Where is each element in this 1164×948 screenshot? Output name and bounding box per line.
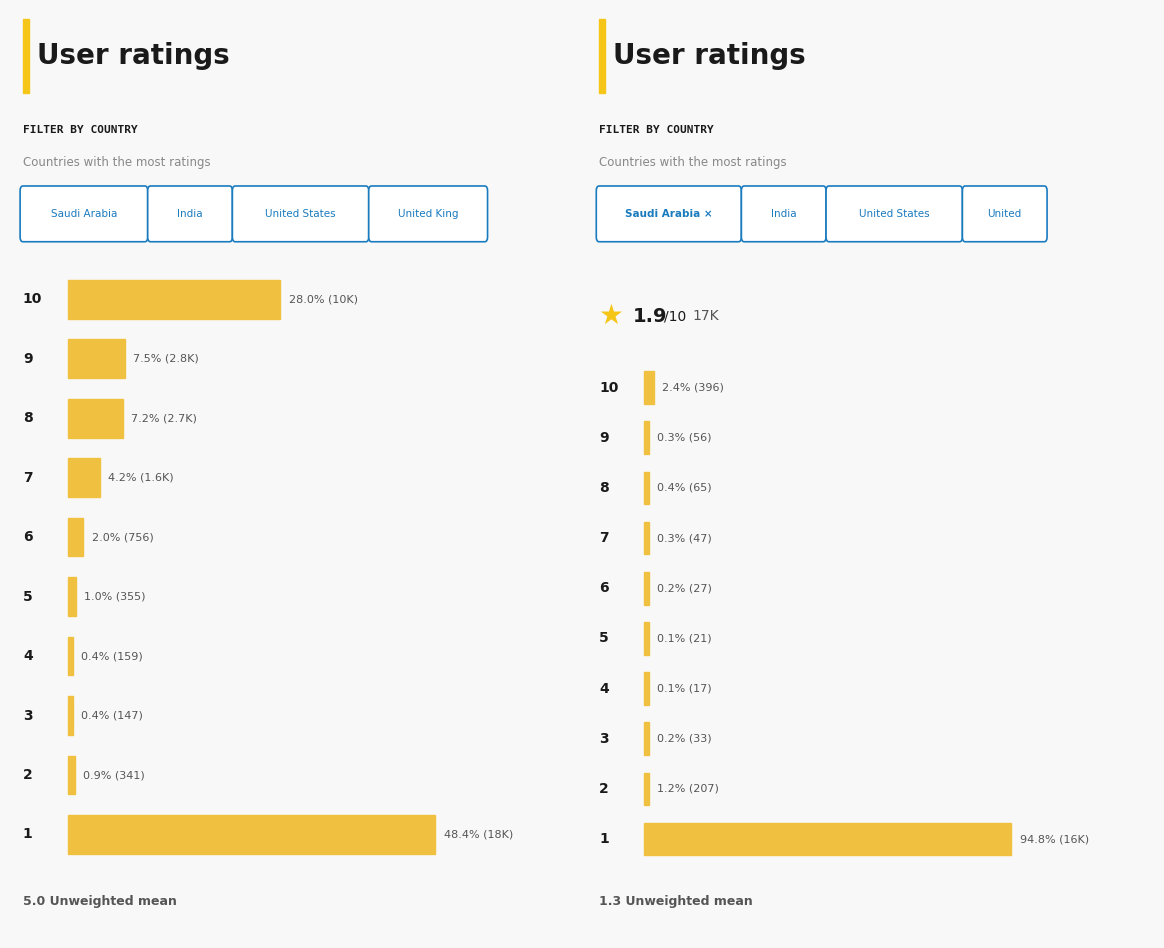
Text: ★: ★ [598, 302, 623, 330]
FancyBboxPatch shape [963, 186, 1048, 242]
Text: 7.2% (2.7K): 7.2% (2.7K) [132, 413, 197, 423]
Text: FILTER BY COUNTRY: FILTER BY COUNTRY [23, 125, 137, 136]
Bar [645, 472, 648, 504]
Text: 0.4% (159): 0.4% (159) [81, 651, 143, 661]
Text: 1: 1 [23, 828, 33, 842]
Text: FILTER BY COUNTRY: FILTER BY COUNTRY [599, 125, 714, 136]
Text: 1.3 Unweighted mean: 1.3 Unweighted mean [599, 895, 753, 908]
Text: 3: 3 [599, 732, 609, 746]
Text: 8: 8 [599, 481, 609, 495]
Text: 3: 3 [23, 708, 33, 722]
Text: 7: 7 [23, 471, 33, 484]
Text: 0.4% (65): 0.4% (65) [658, 483, 712, 493]
Text: User ratings: User ratings [613, 42, 805, 70]
Bar [68, 399, 122, 438]
Text: 0.9% (341): 0.9% (341) [84, 770, 146, 780]
Bar [645, 823, 1012, 855]
Bar [645, 722, 648, 755]
Text: User ratings: User ratings [37, 42, 229, 70]
Bar [68, 637, 72, 675]
Text: 0.3% (47): 0.3% (47) [658, 533, 712, 543]
Bar [645, 572, 648, 605]
Text: 0.4% (147): 0.4% (147) [81, 711, 143, 720]
FancyBboxPatch shape [369, 186, 488, 242]
Text: 2.0% (756): 2.0% (756) [92, 532, 154, 542]
Text: 2: 2 [599, 782, 609, 796]
Text: 17K: 17K [693, 309, 719, 323]
Text: 7.5% (2.8K): 7.5% (2.8K) [134, 354, 199, 364]
FancyBboxPatch shape [20, 186, 148, 242]
Text: 0.3% (56): 0.3% (56) [658, 433, 711, 443]
Text: 5: 5 [23, 590, 33, 604]
Bar [645, 521, 648, 555]
Bar [645, 773, 648, 805]
Text: 0.2% (33): 0.2% (33) [658, 734, 712, 744]
Text: 2.4% (396): 2.4% (396) [662, 383, 724, 392]
FancyBboxPatch shape [826, 186, 963, 242]
Bar [68, 756, 74, 794]
Text: Saudi Arabia: Saudi Arabia [51, 209, 118, 219]
Bar [645, 622, 648, 655]
Text: 94.8% (16K): 94.8% (16K) [1020, 834, 1088, 844]
Text: 10: 10 [23, 292, 42, 306]
Text: United: United [987, 209, 1022, 219]
Bar [599, 19, 605, 93]
Text: Saudi Arabia ×: Saudi Arabia × [625, 209, 712, 219]
FancyBboxPatch shape [233, 186, 369, 242]
Text: India: India [177, 209, 203, 219]
FancyBboxPatch shape [596, 186, 741, 242]
Text: 8: 8 [23, 411, 33, 426]
Bar [68, 577, 76, 616]
Text: 1.9: 1.9 [633, 306, 667, 325]
Text: /10: /10 [663, 309, 687, 323]
Bar [68, 459, 100, 497]
Bar [68, 815, 435, 854]
Bar [68, 518, 84, 556]
Bar [68, 280, 281, 319]
Text: 5: 5 [599, 631, 609, 646]
Text: 9: 9 [23, 352, 33, 366]
Text: 7: 7 [599, 531, 609, 545]
Text: United States: United States [859, 209, 930, 219]
FancyBboxPatch shape [741, 186, 826, 242]
Text: 1.2% (207): 1.2% (207) [658, 784, 719, 793]
Text: Countries with the most ratings: Countries with the most ratings [599, 156, 787, 170]
Text: 1.0% (355): 1.0% (355) [84, 592, 146, 602]
Text: 6: 6 [23, 530, 33, 544]
FancyBboxPatch shape [148, 186, 233, 242]
Text: 0.2% (27): 0.2% (27) [658, 583, 712, 593]
Text: 4: 4 [599, 682, 609, 696]
Text: United King: United King [398, 209, 459, 219]
Text: 48.4% (18K): 48.4% (18K) [443, 830, 513, 840]
Text: United States: United States [265, 209, 336, 219]
Bar [68, 339, 125, 378]
Text: 0.1% (17): 0.1% (17) [658, 684, 712, 694]
Text: 2: 2 [23, 768, 33, 782]
Bar [645, 372, 653, 404]
Text: 1: 1 [599, 832, 609, 847]
Bar [68, 696, 72, 735]
Text: 0.1% (21): 0.1% (21) [658, 633, 712, 644]
Text: 4.2% (1.6K): 4.2% (1.6K) [108, 473, 175, 483]
Text: 10: 10 [599, 380, 618, 394]
Text: 9: 9 [599, 430, 609, 445]
Text: 4: 4 [23, 649, 33, 663]
Text: 6: 6 [599, 581, 609, 595]
Bar [645, 422, 648, 454]
Text: 28.0% (10K): 28.0% (10K) [289, 294, 357, 304]
Bar [645, 672, 648, 705]
Text: Countries with the most ratings: Countries with the most ratings [23, 156, 211, 170]
Text: India: India [771, 209, 796, 219]
Text: 5.0 Unweighted mean: 5.0 Unweighted mean [23, 895, 177, 908]
Bar [23, 19, 29, 93]
